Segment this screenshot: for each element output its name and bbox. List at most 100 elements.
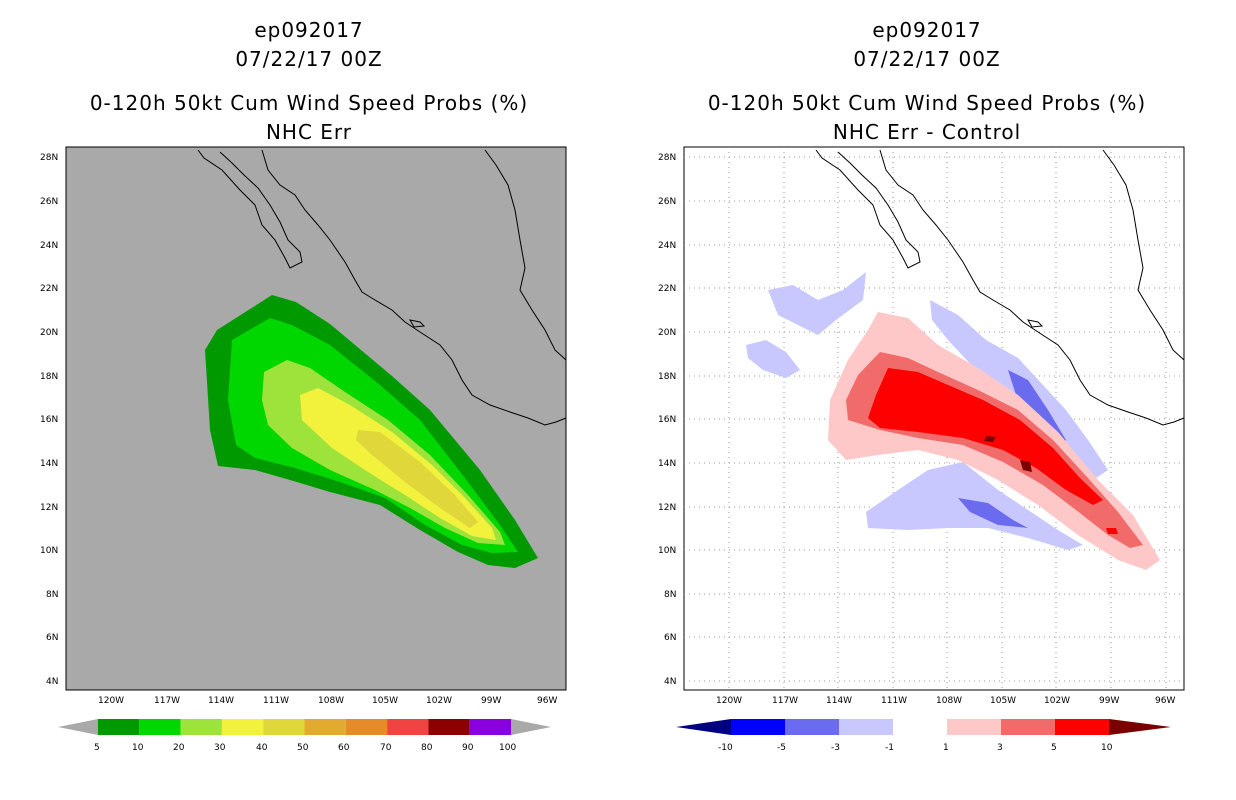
gulf-coastline bbox=[1102, 149, 1185, 361]
colorbar-label: 10 bbox=[1101, 743, 1113, 753]
colorbar-label: 70 bbox=[380, 743, 392, 753]
colorbar-segment bbox=[98, 719, 140, 735]
colorbar-label: 90 bbox=[462, 743, 474, 753]
colorbar-segment bbox=[893, 719, 947, 735]
left-map: 28N 26N 24N 22N 20N 18N 16N 14N 12N 10N … bbox=[40, 146, 567, 753]
colorbar-end-high bbox=[511, 719, 551, 735]
lat-label: 12N bbox=[40, 503, 58, 513]
diff-contour-pos5 bbox=[868, 368, 1103, 505]
colorbar-label: 40 bbox=[256, 743, 268, 753]
colorbar-end-high bbox=[1109, 719, 1171, 735]
lon-label: 114W bbox=[208, 696, 234, 706]
colorbar-right: -10 -5 -3 -1 1 3 5 10 bbox=[676, 719, 1171, 753]
lat-label: 16N bbox=[40, 415, 58, 425]
lat-label: 6N bbox=[46, 633, 58, 643]
colorbar-label: -1 bbox=[885, 743, 894, 753]
baja-coastline bbox=[815, 149, 921, 269]
lon-label: 96W bbox=[537, 696, 557, 706]
lon-label: 96W bbox=[1155, 696, 1175, 706]
colorbar-segment bbox=[947, 719, 1001, 735]
baja-coastline bbox=[197, 149, 303, 269]
diff-contour-pos5 bbox=[1106, 528, 1118, 534]
gulf-coastline bbox=[484, 149, 567, 361]
colorbar-label: 30 bbox=[214, 743, 226, 753]
lon-label: 114W bbox=[826, 696, 852, 706]
diff-contour-neg3 bbox=[958, 498, 1028, 528]
colorbar-segment bbox=[180, 719, 222, 735]
lon-label: 108W bbox=[936, 696, 962, 706]
lat-label: 10N bbox=[40, 546, 58, 556]
colorbar-label: 80 bbox=[421, 743, 433, 753]
mainland-coastline bbox=[261, 149, 567, 426]
storm-id-title: ep092017 bbox=[872, 18, 982, 42]
colorbar-label: 5 bbox=[94, 743, 100, 753]
prob-contour-40 bbox=[356, 430, 478, 528]
lat-label: 26N bbox=[40, 197, 58, 207]
lat-label: 14N bbox=[40, 459, 58, 469]
lon-label: 99W bbox=[481, 696, 501, 706]
colorbar-left: 5 10 20 30 40 50 60 70 80 90 100 bbox=[58, 719, 551, 753]
lat-label: 8N bbox=[664, 590, 676, 600]
colorbar-segment bbox=[221, 719, 264, 735]
colorbar-segment bbox=[1055, 719, 1109, 735]
lat-label: 12N bbox=[658, 503, 676, 513]
lat-label: 24N bbox=[658, 241, 676, 251]
colorbar-segment bbox=[731, 719, 785, 735]
lat-label: 20N bbox=[658, 328, 676, 338]
lon-label: 102W bbox=[1044, 696, 1070, 706]
colorbar-segment bbox=[428, 719, 470, 735]
colorbar-label: 1 bbox=[943, 743, 949, 753]
lon-label: 102W bbox=[426, 696, 452, 706]
colorbar-segment bbox=[139, 719, 181, 735]
diff-contour-pos10 bbox=[1020, 460, 1032, 472]
lon-label: 117W bbox=[772, 696, 798, 706]
colorbar-segment bbox=[785, 719, 839, 735]
lat-label: 28N bbox=[40, 153, 58, 163]
lat-label: 20N bbox=[40, 328, 58, 338]
lat-label: 14N bbox=[658, 459, 676, 469]
colorbar-label: -3 bbox=[831, 743, 840, 753]
date-title: 07/22/17 00Z bbox=[853, 47, 1001, 71]
colorbar-segment bbox=[304, 719, 346, 735]
lon-label: 105W bbox=[990, 696, 1016, 706]
storm-id-title: ep092017 bbox=[254, 18, 364, 42]
colorbar-segment bbox=[345, 719, 388, 735]
island bbox=[1027, 319, 1044, 328]
colorbar-segment bbox=[1001, 719, 1055, 735]
lon-label: 120W bbox=[716, 696, 742, 706]
colorbar-label: 5 bbox=[1051, 743, 1057, 753]
lon-label: 120W bbox=[98, 696, 124, 706]
colorbar-label: 50 bbox=[297, 743, 309, 753]
colorbar-label: 10 bbox=[132, 743, 144, 753]
product-title: 0-120h 50kt Cum Wind Speed Probs (%) bbox=[707, 91, 1147, 115]
lat-label: 28N bbox=[658, 153, 676, 163]
lon-label: 117W bbox=[154, 696, 180, 706]
lat-label: 24N bbox=[40, 241, 58, 251]
lat-label: 8N bbox=[46, 590, 58, 600]
colorbar-segment bbox=[263, 719, 305, 735]
lon-label: 108W bbox=[318, 696, 344, 706]
lon-labels: 120W 117W 114W 111W 108W 105W 102W 99W 9… bbox=[716, 696, 1175, 706]
island bbox=[409, 319, 426, 328]
lon-label: 111W bbox=[263, 696, 289, 706]
lat-label: 10N bbox=[658, 546, 676, 556]
lon-labels: 120W 117W 114W 111W 108W 105W 102W 99W 9… bbox=[98, 696, 557, 706]
left-panel: ep092017 07/22/17 00Z 0-120h 50kt Cum Wi… bbox=[40, 18, 567, 753]
experiment-title: NHC Err bbox=[265, 120, 353, 144]
lon-label: 99W bbox=[1099, 696, 1119, 706]
lat-label: 22N bbox=[658, 284, 676, 294]
right-panel: ep092017 07/22/17 00Z 0-120h 50kt Cum Wi… bbox=[618, 0, 1236, 800]
colorbar-label: 3 bbox=[997, 743, 1003, 753]
lat-label: 22N bbox=[40, 284, 58, 294]
lat-labels: 28N 26N 24N 22N 20N 18N 16N 14N 12N 10N … bbox=[658, 153, 676, 687]
colorbar-segment bbox=[469, 719, 511, 735]
diff-contour-neg1 bbox=[768, 272, 866, 335]
diff-contour-pos10 bbox=[984, 436, 996, 442]
diff-contour-neg1 bbox=[746, 340, 800, 378]
lon-label: 111W bbox=[881, 696, 907, 706]
lat-label: 18N bbox=[658, 372, 676, 382]
colorbar-label: -10 bbox=[718, 743, 733, 753]
colorbar-label: 20 bbox=[173, 743, 185, 753]
lon-label: 105W bbox=[372, 696, 398, 706]
lat-label: 6N bbox=[664, 633, 676, 643]
